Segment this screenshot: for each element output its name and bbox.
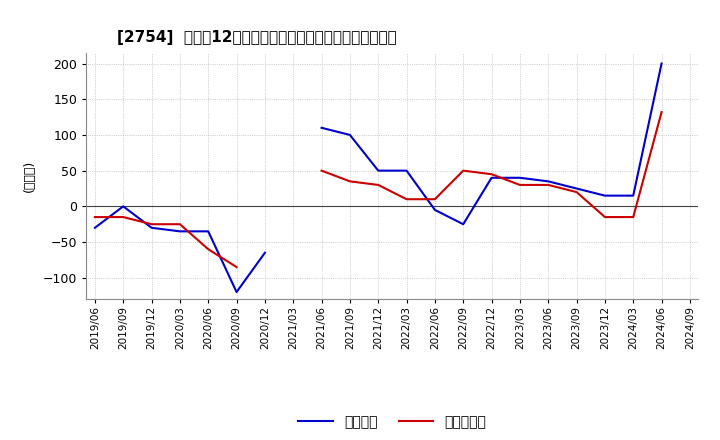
経常利益 [572,186,581,191]
Line: 当期純利益: 当期純利益 [95,112,662,267]
当期純利益 [148,222,156,227]
当期純利益 [487,172,496,177]
経常利益 [516,175,524,180]
経常利益 [119,204,127,209]
経常利益 [148,225,156,231]
経常利益 [402,168,411,173]
当期純利益 [176,222,184,227]
当期純利益 [629,214,637,220]
当期純利益 [346,179,354,184]
当期純利益 [431,197,439,202]
経常利益 [318,125,326,130]
当期純利益 [91,214,99,220]
経常利益 [487,175,496,180]
当期純利益 [572,190,581,195]
当期純利益 [516,182,524,187]
当期純利益 [402,197,411,202]
当期純利益 [233,264,241,270]
経常利益 [629,193,637,198]
経常利益 [600,193,609,198]
経常利益 [91,225,99,231]
当期純利益 [459,168,467,173]
経常利益 [233,290,241,295]
経常利益 [176,229,184,234]
当期純利益 [204,246,212,252]
当期純利益 [318,168,326,173]
当期純利益 [600,214,609,220]
Y-axis label: (百万円): (百万円) [23,160,36,192]
経常利益 [544,179,552,184]
経常利益 [431,207,439,213]
当期純利益 [374,182,382,187]
当期純利益 [119,214,127,220]
Text: [2754]  利益の12か月移動合計の対前年同期増減額の推移: [2754] 利益の12か月移動合計の対前年同期増減額の推移 [117,29,397,45]
経常利益 [261,250,269,255]
Line: 経常利益: 経常利益 [95,63,662,292]
経常利益 [459,222,467,227]
Legend: 経常利益, 当期純利益: 経常利益, 当期純利益 [293,410,492,435]
経常利益 [657,61,666,66]
当期純利益 [657,110,666,115]
当期純利益 [544,182,552,187]
経常利益 [346,132,354,138]
経常利益 [204,229,212,234]
経常利益 [374,168,382,173]
